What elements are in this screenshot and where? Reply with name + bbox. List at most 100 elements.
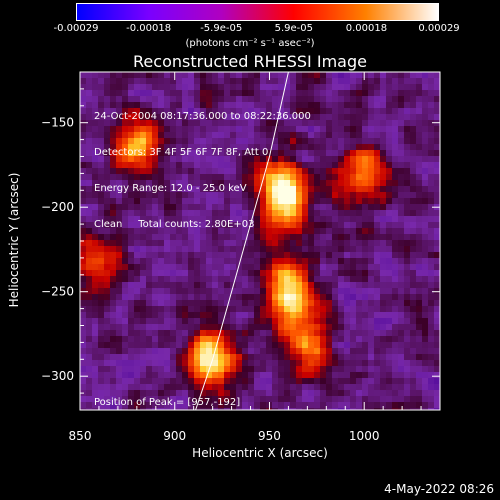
heatmap-cell <box>164 396 170 402</box>
heatmap-cell <box>134 366 140 372</box>
heatmap-cell <box>248 258 254 264</box>
heatmap-cell <box>122 84 128 90</box>
heatmap-cell <box>308 240 314 246</box>
heatmap-cell <box>206 246 212 252</box>
heatmap-cell <box>164 84 170 90</box>
heatmap-cell <box>254 396 260 402</box>
heatmap-cell <box>260 72 266 78</box>
heatmap-cell <box>344 246 350 252</box>
heatmap-cell <box>380 390 386 396</box>
heatmap-cell <box>140 132 146 138</box>
heatmap-cell <box>266 108 272 114</box>
heatmap-cell <box>350 120 356 126</box>
heatmap-cell <box>122 204 128 210</box>
heatmap-cell <box>194 144 200 150</box>
heatmap-cell <box>416 342 422 348</box>
heatmap-cell <box>326 90 332 96</box>
heatmap-cell <box>326 198 332 204</box>
heatmap-cell <box>332 84 338 90</box>
heatmap-cell <box>362 162 368 168</box>
heatmap-cell <box>272 90 278 96</box>
heatmap-cell <box>428 330 434 336</box>
heatmap-cell <box>272 234 278 240</box>
heatmap-cell <box>104 210 110 216</box>
heatmap-cell <box>434 222 440 228</box>
heatmap-cell <box>338 282 344 288</box>
heatmap-cell <box>86 180 92 186</box>
heatmap-cell <box>416 180 422 186</box>
heatmap-cell <box>164 348 170 354</box>
heatmap-cell <box>434 288 440 294</box>
heatmap-cell <box>428 270 434 276</box>
heatmap-cell <box>212 408 218 410</box>
heatmap-cell <box>80 180 86 186</box>
heatmap-cell <box>92 282 98 288</box>
heatmap-cell <box>296 390 302 396</box>
heatmap-cell <box>344 270 350 276</box>
heatmap-cell <box>272 312 278 318</box>
heatmap-cell <box>86 246 92 252</box>
heatmap-cell <box>416 294 422 300</box>
heatmap-cell <box>374 204 380 210</box>
heatmap-cell <box>332 342 338 348</box>
heatmap-cell <box>398 282 404 288</box>
heatmap-cell <box>122 132 128 138</box>
heatmap-cell <box>326 336 332 342</box>
heatmap-cell <box>104 78 110 84</box>
heatmap-cell <box>350 360 356 366</box>
heatmap-cell <box>332 150 338 156</box>
heatmap-cell <box>200 78 206 84</box>
heatmap-cell <box>128 168 134 174</box>
heatmap-cell <box>170 126 176 132</box>
heatmap-cell <box>380 132 386 138</box>
heatmap-cell <box>80 144 86 150</box>
heatmap-cell <box>176 264 182 270</box>
heatmap-cell <box>290 150 296 156</box>
heatmap-cell <box>152 180 158 186</box>
heatmap-cell <box>356 108 362 114</box>
heatmap-cell <box>230 84 236 90</box>
heatmap-cell <box>122 174 128 180</box>
heatmap-cell <box>170 240 176 246</box>
heatmap-cell <box>314 234 320 240</box>
heatmap-cell <box>344 216 350 222</box>
heatmap-cell <box>260 390 266 396</box>
heatmap-cell <box>338 168 344 174</box>
heatmap-cell <box>86 390 92 396</box>
heatmap-cell <box>158 132 164 138</box>
heatmap-cell <box>308 330 314 336</box>
heatmap-cell <box>428 240 434 246</box>
heatmap-cell <box>158 174 164 180</box>
heatmap-cell <box>188 240 194 246</box>
heatmap-cell <box>308 264 314 270</box>
heatmap-cell <box>170 282 176 288</box>
heatmap-cell <box>248 210 254 216</box>
heatmap-cell <box>326 270 332 276</box>
heatmap-cell <box>422 222 428 228</box>
heatmap-cell <box>110 144 116 150</box>
heatmap-cell <box>242 180 248 186</box>
heatmap-cell <box>230 348 236 354</box>
heatmap-cell <box>86 120 92 126</box>
heatmap-cell <box>122 312 128 318</box>
heatmap-cell <box>416 108 422 114</box>
heatmap-cell <box>230 390 236 396</box>
heatmap-cell <box>128 114 134 120</box>
heatmap-cell <box>152 366 158 372</box>
heatmap-cell <box>344 120 350 126</box>
heatmap-cell <box>206 108 212 114</box>
heatmap-cell <box>362 408 368 410</box>
heatmap-cell <box>80 186 86 192</box>
heatmap-cell <box>272 192 278 198</box>
heatmap-cell <box>170 180 176 186</box>
heatmap-cell <box>326 174 332 180</box>
heatmap-cell <box>194 84 200 90</box>
heatmap-cell <box>200 150 206 156</box>
heatmap-cell <box>152 138 158 144</box>
heatmap-cell <box>356 354 362 360</box>
heatmap-cell <box>290 360 296 366</box>
heatmap-cell <box>230 408 236 410</box>
heatmap-cell <box>242 324 248 330</box>
heatmap-cell <box>374 384 380 390</box>
heatmap-cell <box>302 264 308 270</box>
